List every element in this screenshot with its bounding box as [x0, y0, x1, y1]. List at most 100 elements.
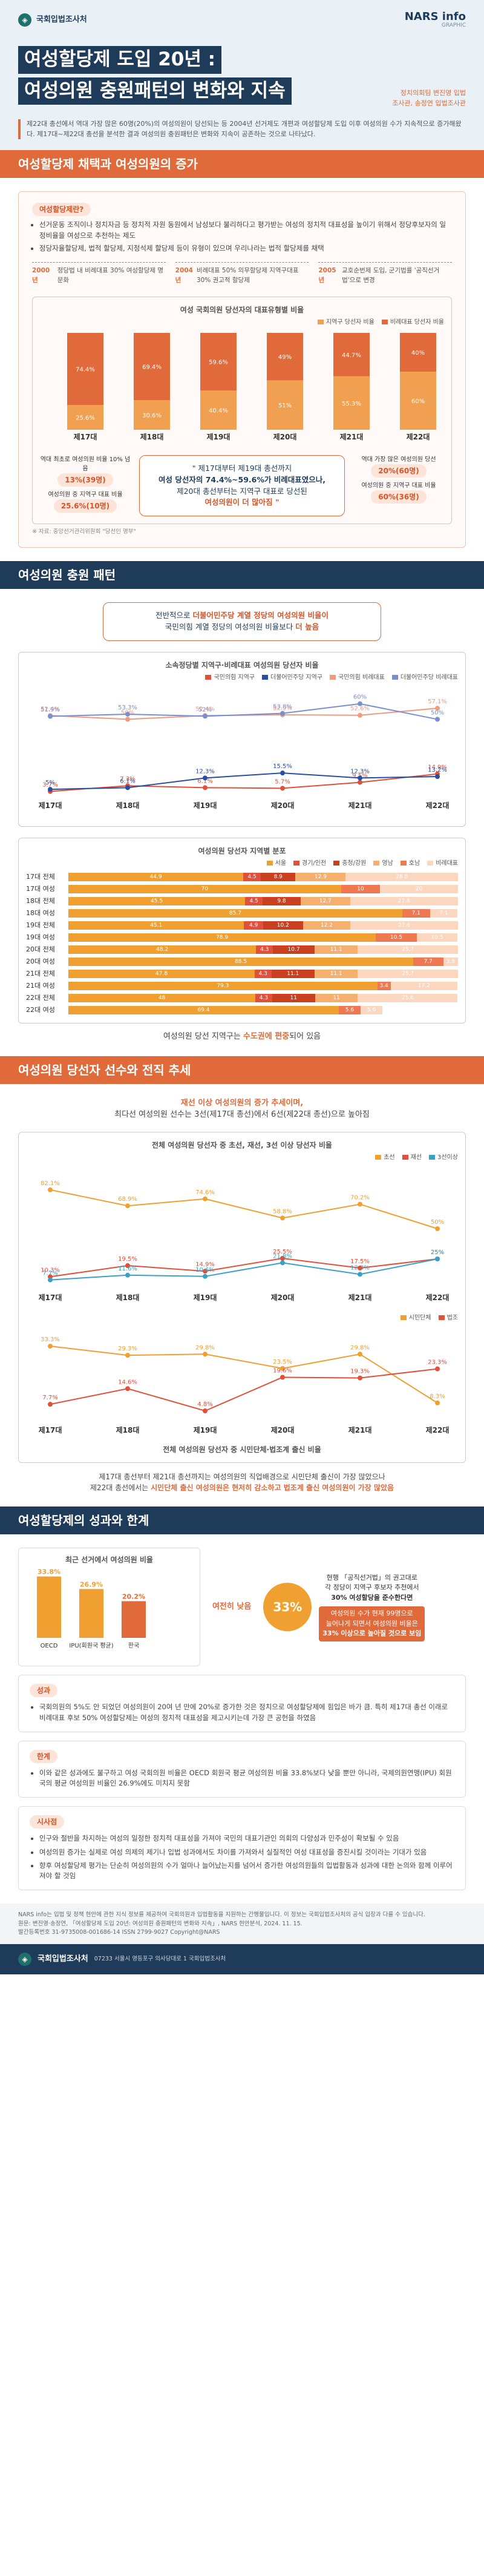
data-label: 52.9%: [273, 705, 292, 712]
data-label: 8.3%: [430, 1393, 445, 1400]
data-point: [203, 1352, 208, 1357]
bar-segment: 27.6: [350, 921, 458, 930]
seniority-summary: 재선 이상 여성의원의 증가 추세이며, 최다선 여성의원 선수는 3선(제17…: [18, 1097, 466, 1121]
data-point: [358, 775, 362, 781]
legend-swatch: [333, 861, 340, 866]
data-point: [280, 1366, 285, 1372]
series-line: [50, 773, 438, 792]
bar-segment: 7.1: [402, 909, 430, 918]
panel-title: 성과: [30, 1684, 58, 1698]
bar-segment: [67, 332, 103, 405]
data-point: [125, 1203, 130, 1209]
summary-highlight: 수도권에 편중: [243, 1032, 290, 1042]
chart3-legend: 서울 경기/인천 충청/강원 영남 호남 비례대표: [26, 859, 458, 868]
quote-line: 여성 당선자의 74.4%~59.6%가 비례대표였으나,: [158, 475, 325, 484]
data-label: 57.1%: [428, 698, 447, 705]
legend-swatch: [375, 1154, 382, 1160]
tick-label: 제21대: [340, 433, 364, 441]
timeline-item: 2005년 교호순번제 도입, 군기법률 '공직선거법'으로 변경: [318, 262, 453, 286]
data-label: 29.8%: [350, 1345, 370, 1352]
summary-highlight: 재선 이상 여성의원의 증가 추세이며,: [180, 1098, 304, 1108]
data-point: [203, 775, 208, 781]
summary-text: 국민의힘 계열 정당의 여성의원 비율보다: [165, 622, 293, 632]
intro-text: 제22대 총선에서 역대 가장 많은 60명(20%)의 여성의원이 당선되는 …: [27, 120, 462, 138]
data-label: 29.3%: [118, 1346, 137, 1353]
data-point: [203, 1273, 208, 1279]
bar-segment: 11.1: [271, 970, 315, 979]
source-note: ※ 자료: 중앙선거관리위원회 "당선인 명부": [32, 528, 136, 536]
legend-swatch: [391, 674, 398, 680]
data-point: [358, 1201, 362, 1207]
org-logo[interactable]: ◈ 국회입법조사처: [18, 13, 87, 27]
legend-label: 초선: [384, 1154, 395, 1161]
timeline-year: 2004년: [175, 267, 193, 284]
legend-item: 지역구 당선자 비율: [317, 318, 374, 327]
timeline: 2000년 정당법 내 비례대표 30% 여성할당제 명문화 2004년 비례대표 …: [32, 262, 453, 286]
chart4-svg: 82.1% 68.9% 74.6% 58.8% 70.2% 50% 10.3% 19.5% 14…: [39, 1180, 450, 1302]
tick-label: 제22대: [426, 801, 450, 810]
data-label: 17.5%: [350, 1258, 370, 1265]
bar-segment: 28.8: [345, 873, 458, 882]
panel-title: 시사점: [30, 1815, 65, 1829]
summary-highlight: 더 높음: [295, 622, 319, 632]
callout-row: 역대 최초로 여성의원 비율 10% 넘음 13%(39명) 여성의원 중 지역…: [40, 455, 444, 517]
footer-org[interactable]: 국회입법조사처: [38, 1954, 88, 1964]
data-point: [280, 770, 285, 776]
bar-segment: 4.3: [255, 994, 272, 1003]
data-label: 14.9%: [195, 1261, 215, 1268]
data-label: 51.9%: [41, 706, 60, 713]
data-label: 74.4%: [76, 366, 95, 373]
page-title-line1: 여성할당제 도입 20년 :: [18, 45, 222, 74]
data-point: [358, 701, 362, 706]
legend-label: 국민의힘 비례대표: [338, 674, 385, 681]
series-line: [50, 1189, 438, 1229]
tick-label: 제21대: [348, 1293, 372, 1302]
data-point: [48, 1344, 53, 1349]
projection-line: 여성의원 수가 현재 99명으로: [330, 1609, 413, 1618]
bar-segment: 11.1: [314, 970, 358, 979]
definition-list: 선거운동 조직이나 정치자금 등 정치적 자원 동원에서 남성보다 불리하다고 …: [39, 220, 452, 254]
projection-line: 늘어나게 되면서 여성의원 비율은: [325, 1619, 418, 1628]
region-row: 18대 전체 45.5 4.5 9.8 12.7 27.8: [26, 896, 459, 907]
tick-label: IPU(회원국 평균): [69, 1642, 113, 1649]
section-4: 최근 선거에서 여성의원 비율 33.8% OECD 26.9% IPU(회원국 평균…: [0, 1534, 484, 1904]
legend-item: 서울: [266, 859, 286, 868]
data-label: 50%: [431, 709, 444, 716]
callout-label: 여성의원 중 지역구 대표 비율: [361, 482, 436, 490]
tick-label: 제18대: [116, 1426, 140, 1434]
data-label: 13.2%: [428, 767, 447, 774]
data-point: [203, 1408, 208, 1414]
bar-segment: 48.2: [68, 945, 257, 954]
brand-logo: NARS info GRAPHIC: [405, 11, 466, 29]
timeline-text: 비례대표 50% 의무할당제 지역구대표 30% 권고적 할당제: [196, 267, 299, 284]
data-label: 59.6%: [209, 359, 228, 366]
data-label: 25.6%: [76, 415, 95, 421]
region-row: 21대 전체 47.8 4.3 11.1 11.1 25.7: [26, 968, 458, 979]
data-label: 50%: [431, 1219, 444, 1226]
bar-segment: 25.7: [358, 945, 458, 954]
legend-swatch: [381, 319, 388, 324]
projection-text: 현행 「공직선거법」의 권고대로 각 정당이 지역구 후보자 추천에서 30% …: [319, 1573, 425, 1641]
bar-segment: 10: [341, 885, 381, 894]
legend-item: 3선이상: [429, 1153, 458, 1162]
legend-swatch: [317, 319, 324, 324]
callout-right: 역대 가장 많은 여성의원 당선 20%(60명) 여성의원 중 지역구 대표 …: [353, 455, 444, 516]
bar-segment: 78.9: [68, 933, 376, 942]
region-summary: 여성의원 당선 지역구는 수도권에 편중되어 있음: [18, 1031, 466, 1043]
row-track: 45.1 4.9 10.2 12.2 27.6: [68, 921, 458, 930]
legend-label: 시민단체: [408, 1315, 431, 1322]
chart5-legend: 시민단체 법조: [26, 1313, 458, 1322]
tick-label: 제19대: [194, 1293, 217, 1302]
legend-swatch: [330, 674, 336, 680]
panel-achievement: 성과 국회의원의 5%도 안 되었던 여성의원이 20여 년 만에 20%로 증…: [18, 1675, 466, 1732]
chart1-title: 여성 국회의원 당선자의 대표유형별 비율: [180, 305, 304, 314]
data-label: 40.4%: [209, 407, 228, 414]
row-track: 70 10 20: [68, 885, 458, 894]
region-row: 19대 전체 45.1 4.9 10.2 12.2 27.6: [26, 920, 458, 931]
data-label: 40%: [411, 350, 425, 356]
section-heading-2: 여성의원 충원 패턴: [0, 561, 484, 590]
data-point: [125, 1386, 130, 1392]
panel-implication: 시사점 인구와 절반을 차지하는 여성의 일정한 정치적 대표성을 가져야 국민…: [18, 1806, 466, 1891]
callout-label: 여성의원 중 지역구 대표 비율: [48, 491, 123, 499]
legend-item: 더불어민주당 지역구: [262, 673, 322, 682]
